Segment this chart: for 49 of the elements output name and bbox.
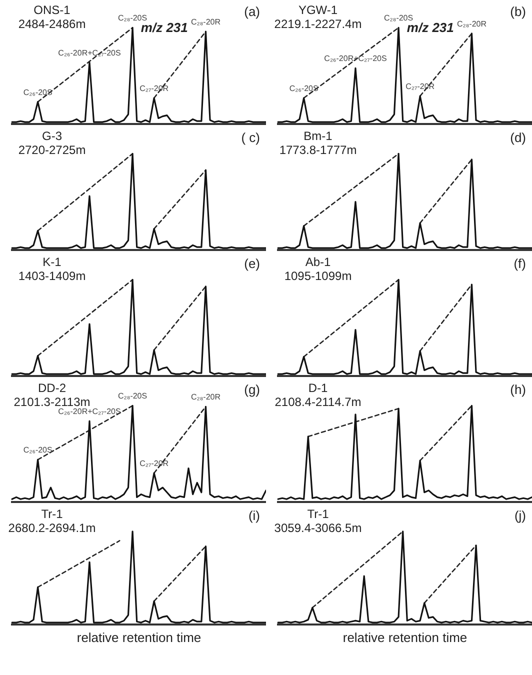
annotation: C₂₆-20R+C₂₇-20S xyxy=(58,407,121,416)
text: (e) xyxy=(244,256,260,271)
chart-title: Tr-1 xyxy=(307,507,330,521)
chart-title: DD-2 xyxy=(38,381,66,395)
chart-subtitle: 1095-1099m xyxy=(284,269,352,283)
chart-subtitle: 1403-1409m xyxy=(18,269,86,283)
annotation: C₂₆-20R+C₂₇-20S xyxy=(324,54,387,64)
text: (g) xyxy=(244,382,260,397)
annotation: C₂₇-20R xyxy=(406,82,435,92)
chart-title: Bm-1 xyxy=(304,129,333,143)
chart-subtitle: 2484-2486m xyxy=(18,17,86,31)
annotation: C₂₆-20S xyxy=(289,84,318,93)
chart-title: G-3 xyxy=(42,129,62,143)
chart-subtitle: 2108.4-2114.7m xyxy=(274,395,362,409)
annotation: m/z 231 xyxy=(140,20,188,35)
text: (d) xyxy=(510,130,526,145)
text: ( c) xyxy=(241,130,260,145)
annotation: C₂₈-20S xyxy=(118,392,148,401)
text: (i) xyxy=(248,508,260,523)
chart-title: Ab-1 xyxy=(305,255,331,269)
annotation: C₂₈-20S xyxy=(118,14,148,23)
text: (b) xyxy=(510,4,526,19)
chart-title: D-1 xyxy=(308,381,328,395)
chart-title: Tr-1 xyxy=(41,507,64,521)
annotation: C₂₈-20R xyxy=(190,18,221,27)
chart-subtitle: 2101.3-2113m xyxy=(14,395,90,409)
chart-title: K-1 xyxy=(42,255,62,269)
annotation: C₂₇-20R xyxy=(140,459,169,468)
chart-subtitle: 1773.8-1777m xyxy=(279,143,357,157)
x-axis-title: relative retention time xyxy=(342,630,468,645)
x-axis-title: relative retention time xyxy=(76,630,202,645)
annotation: C₂₈-20R xyxy=(456,19,487,28)
chart-title: ONS-1 xyxy=(34,3,71,17)
chart-subtitle: 3059.4-3066.5m xyxy=(274,521,362,535)
annotation: m/z 231 xyxy=(406,20,454,35)
text: (a) xyxy=(244,4,260,19)
annotation: C₂₇-20R xyxy=(140,84,169,93)
annotation: C₂₆-20R+C₂₇-20S xyxy=(58,48,121,58)
annotation: C₂₆-20S xyxy=(23,88,52,97)
annotation: C₂₆-20S xyxy=(23,446,52,455)
text: (h) xyxy=(510,382,526,397)
chart-subtitle: 2219.1-2227.4m xyxy=(274,17,362,31)
chart-title: YGW-1 xyxy=(298,3,338,17)
text: (f) xyxy=(514,256,526,271)
annotation: C₂₈-20R xyxy=(190,392,221,402)
chart-subtitle: 2680.2-2694.1m xyxy=(8,521,96,535)
text: (j) xyxy=(514,508,526,523)
chart-subtitle: 2720-2725m xyxy=(18,143,86,157)
annotation: C₂₈-20S xyxy=(384,14,414,23)
